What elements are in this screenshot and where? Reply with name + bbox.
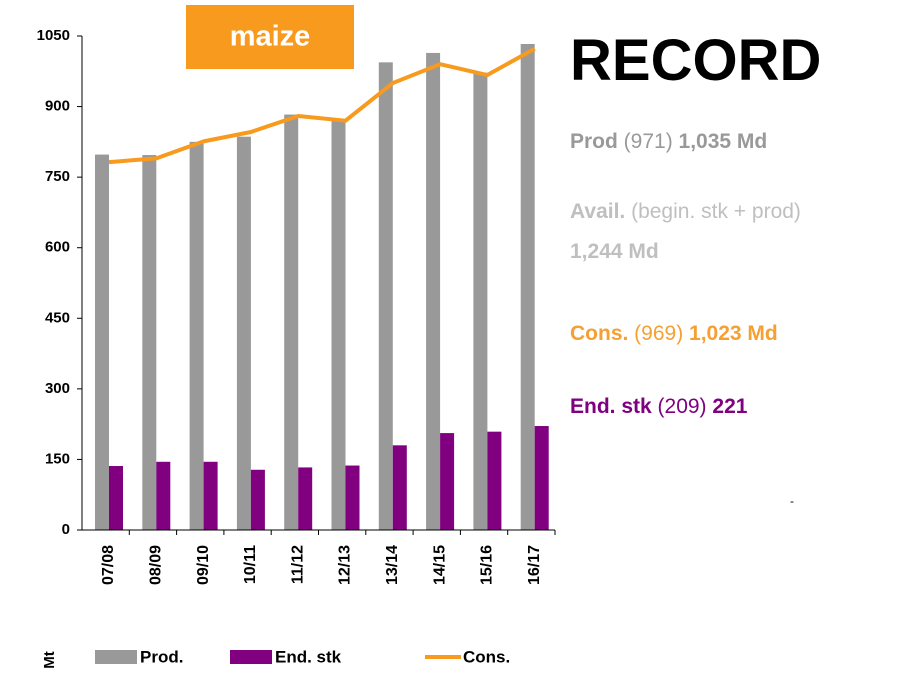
bar xyxy=(250,469,265,530)
annotation-line: Prod (971) 1,035 Md xyxy=(570,130,767,153)
y-tick-label: 0 xyxy=(62,521,70,538)
annotation-line: End. stk (209) 221 xyxy=(570,395,748,418)
bar xyxy=(284,114,299,531)
bar xyxy=(189,141,204,530)
x-tick-label: 16/17 xyxy=(526,545,543,585)
legend-label: End. stk xyxy=(275,647,342,666)
annotation-part: 1,244 Md xyxy=(570,240,659,263)
bar xyxy=(487,431,502,530)
line-series xyxy=(108,46,536,165)
annotation-part: (969) xyxy=(628,322,689,345)
x-tick-label: 08/09 xyxy=(148,545,165,585)
badge-label: maize xyxy=(230,21,311,53)
annotation-part: 221 xyxy=(712,395,747,418)
x-tick-label: 15/16 xyxy=(479,545,496,585)
annotation-line: Cons. (969) 1,023 Md xyxy=(570,322,778,345)
bar xyxy=(534,426,549,530)
bar xyxy=(156,461,171,530)
badge-box xyxy=(186,5,354,69)
bar xyxy=(378,62,393,530)
y-tick-label: 600 xyxy=(45,239,70,256)
annotation-part: (begin. stk + prod) xyxy=(625,200,801,223)
bar xyxy=(298,467,313,530)
bar xyxy=(95,154,109,530)
bar xyxy=(331,119,346,531)
unit-label: Mt xyxy=(41,651,58,669)
annotation-part: Avail. xyxy=(570,200,625,223)
legend-label: Prod. xyxy=(140,647,183,666)
bar xyxy=(473,72,488,530)
legend-label: Cons. xyxy=(463,647,510,666)
x-tick-label: 10/11 xyxy=(242,545,259,584)
legend-swatch xyxy=(95,650,137,664)
x-tick-label: 13/14 xyxy=(384,545,401,585)
annotation-part: 1,035 Md xyxy=(679,130,768,153)
y-tick-label: 900 xyxy=(45,98,70,115)
y-tick-label: 150 xyxy=(45,450,70,467)
legend-swatch xyxy=(230,650,272,664)
y-tick-label: 1050 xyxy=(37,27,70,44)
x-tick-label: 14/15 xyxy=(431,545,448,585)
bar xyxy=(236,136,251,531)
record-title: RECORD xyxy=(570,28,821,93)
annotation-line: Avail. (begin. stk + prod) xyxy=(570,200,801,223)
bar xyxy=(142,155,157,531)
y-tick-label: 300 xyxy=(45,380,70,397)
annotation-part: Prod xyxy=(570,130,618,153)
annotation-part: (209) xyxy=(652,395,713,418)
bar xyxy=(426,52,441,531)
annotation-line: 1,244 Md xyxy=(570,240,659,263)
x-tick-label: 07/08 xyxy=(100,545,117,585)
y-tick-label: 450 xyxy=(45,309,70,326)
annotation-part: End. stk xyxy=(570,395,652,418)
annotation-part: (971) xyxy=(618,130,679,153)
bar xyxy=(203,461,218,530)
bar xyxy=(392,445,407,530)
bar xyxy=(520,43,535,530)
annotation-part: 1,023 Md xyxy=(689,322,778,345)
bar xyxy=(345,465,360,530)
x-tick-label: 12/13 xyxy=(337,545,354,585)
x-tick-label: 09/10 xyxy=(195,545,212,585)
annotation-part: Cons. xyxy=(570,322,628,345)
x-tick-label: 11/12 xyxy=(289,545,306,584)
y-tick-label: 750 xyxy=(45,168,70,185)
bar xyxy=(440,433,455,530)
bar xyxy=(109,466,123,530)
note: - xyxy=(790,494,794,508)
